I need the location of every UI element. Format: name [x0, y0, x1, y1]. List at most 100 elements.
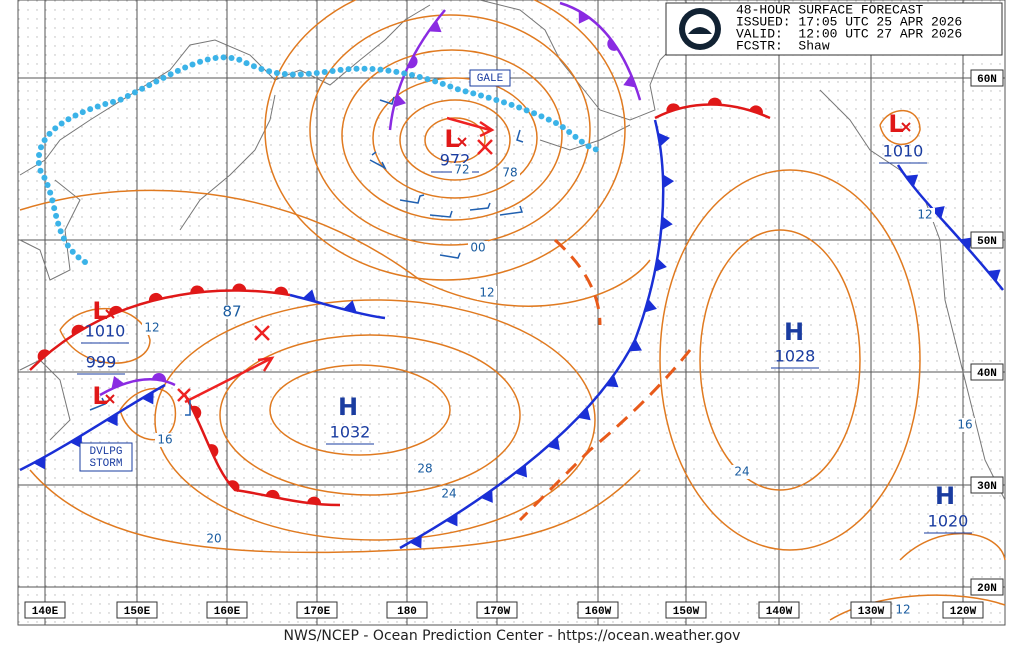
- ice-dot: [53, 212, 60, 219]
- ice-dot: [337, 66, 344, 73]
- isobar-label: 12: [144, 321, 159, 335]
- front-symbol: [69, 435, 82, 449]
- storm-warning: STORM: [89, 458, 122, 470]
- cold-front: [289, 293, 386, 320]
- ice-dot: [189, 61, 196, 68]
- ice-dot: [545, 116, 552, 123]
- isobar-label-bg: [468, 241, 488, 255]
- ice-dot: [51, 205, 58, 212]
- front-symbol: [445, 513, 458, 527]
- lon-label-box: [942, 601, 984, 619]
- front-symbol: [274, 286, 289, 295]
- front-symbol: [749, 105, 763, 115]
- ice-dot: [385, 67, 392, 74]
- front-symbol: [190, 285, 205, 294]
- isobar-label-bg: [955, 418, 975, 432]
- map-border: [17, 0, 1006, 626]
- central-pressure: 1010: [85, 322, 126, 341]
- ice-dot: [432, 78, 439, 85]
- lat-label: 20N: [977, 583, 997, 595]
- header-line: ISSUED: 17:05 UTC 25 APR 2026: [736, 14, 962, 29]
- ice-dot: [401, 70, 408, 77]
- isobar-label: 12: [479, 286, 494, 300]
- low-letter: L: [92, 382, 107, 410]
- ice-dot: [75, 254, 82, 261]
- motion-arrows: [177, 116, 495, 404]
- front-symbol: [191, 405, 202, 420]
- ice-dot: [508, 101, 515, 108]
- ice-dot: [131, 89, 138, 96]
- isobar-label: 72: [454, 163, 469, 177]
- ice-dot: [47, 189, 54, 196]
- low-letter: L: [888, 110, 903, 138]
- ice-dot: [572, 133, 579, 140]
- front-symbol: [657, 132, 670, 147]
- isobar-label-bg: [915, 208, 935, 222]
- lon-label-box: [758, 601, 800, 619]
- ice-dot: [321, 68, 328, 75]
- ice-dot: [439, 80, 446, 87]
- lon-label-box: [24, 601, 66, 619]
- high-letter: H: [935, 482, 955, 510]
- ice-dot: [416, 73, 423, 80]
- isobar-label-bg: [222, 305, 242, 319]
- ice-dot: [41, 174, 48, 181]
- ice-dot: [64, 242, 71, 249]
- high-letter: H: [784, 318, 804, 346]
- front-symbol: [662, 174, 675, 189]
- ice-dot: [281, 71, 288, 78]
- ice-dot: [250, 63, 257, 70]
- ice-dot: [182, 64, 189, 71]
- front-symbol: [208, 444, 219, 458]
- front-symbol: [607, 38, 619, 51]
- ice-dot: [79, 109, 86, 116]
- front-symbol: [409, 535, 422, 549]
- front-symbol: [265, 489, 280, 499]
- isobar-label: 87: [222, 303, 241, 321]
- front-symbol: [393, 93, 407, 108]
- ice-dot: [516, 104, 523, 111]
- ice-dot: [124, 93, 131, 100]
- ice-edge: [35, 54, 599, 265]
- isobar-label-bg: [142, 321, 162, 335]
- ice-dot: [313, 69, 320, 76]
- front-symbol: [514, 464, 528, 478]
- gale-warning: GALE: [477, 73, 504, 85]
- ice-dot: [153, 78, 160, 85]
- ice-dot: [236, 56, 243, 63]
- lon-label: 170E: [304, 606, 331, 618]
- central-pressure: 1020: [928, 512, 969, 531]
- lat-label: 50N: [977, 236, 997, 248]
- ice-dot: [52, 125, 59, 132]
- front-symbol: [480, 489, 493, 503]
- isobar-label: 16: [157, 433, 172, 447]
- ice-dot: [470, 90, 477, 97]
- front-symbol: [407, 55, 418, 69]
- front-symbol: [33, 456, 46, 470]
- warning-box: [79, 442, 133, 472]
- front-symbol: [111, 375, 125, 389]
- coastlines: [19, 0, 1006, 501]
- ice-dot: [329, 67, 336, 74]
- ice-dot: [46, 130, 53, 137]
- front-symbol: [654, 258, 667, 272]
- ice-dot: [167, 71, 174, 78]
- ice-dot: [160, 74, 167, 81]
- warm-front: [29, 289, 291, 371]
- ice-dot: [345, 66, 352, 73]
- lon-label-box: [116, 601, 158, 619]
- lon-label: 150W: [673, 606, 700, 618]
- front-symbol: [644, 299, 657, 313]
- ice-dot: [258, 66, 265, 73]
- isobar-label-bg: [415, 462, 435, 476]
- isobar-label: 12: [917, 208, 932, 222]
- front-symbol: [227, 480, 240, 493]
- ice-dot: [57, 228, 64, 235]
- ice-dot: [36, 152, 43, 159]
- ice-dot: [409, 72, 416, 79]
- ice-dot: [69, 248, 76, 255]
- cold-front: [399, 119, 665, 550]
- ice-dot: [58, 120, 65, 127]
- front-symbol: [37, 349, 50, 361]
- ice-dot: [297, 71, 304, 78]
